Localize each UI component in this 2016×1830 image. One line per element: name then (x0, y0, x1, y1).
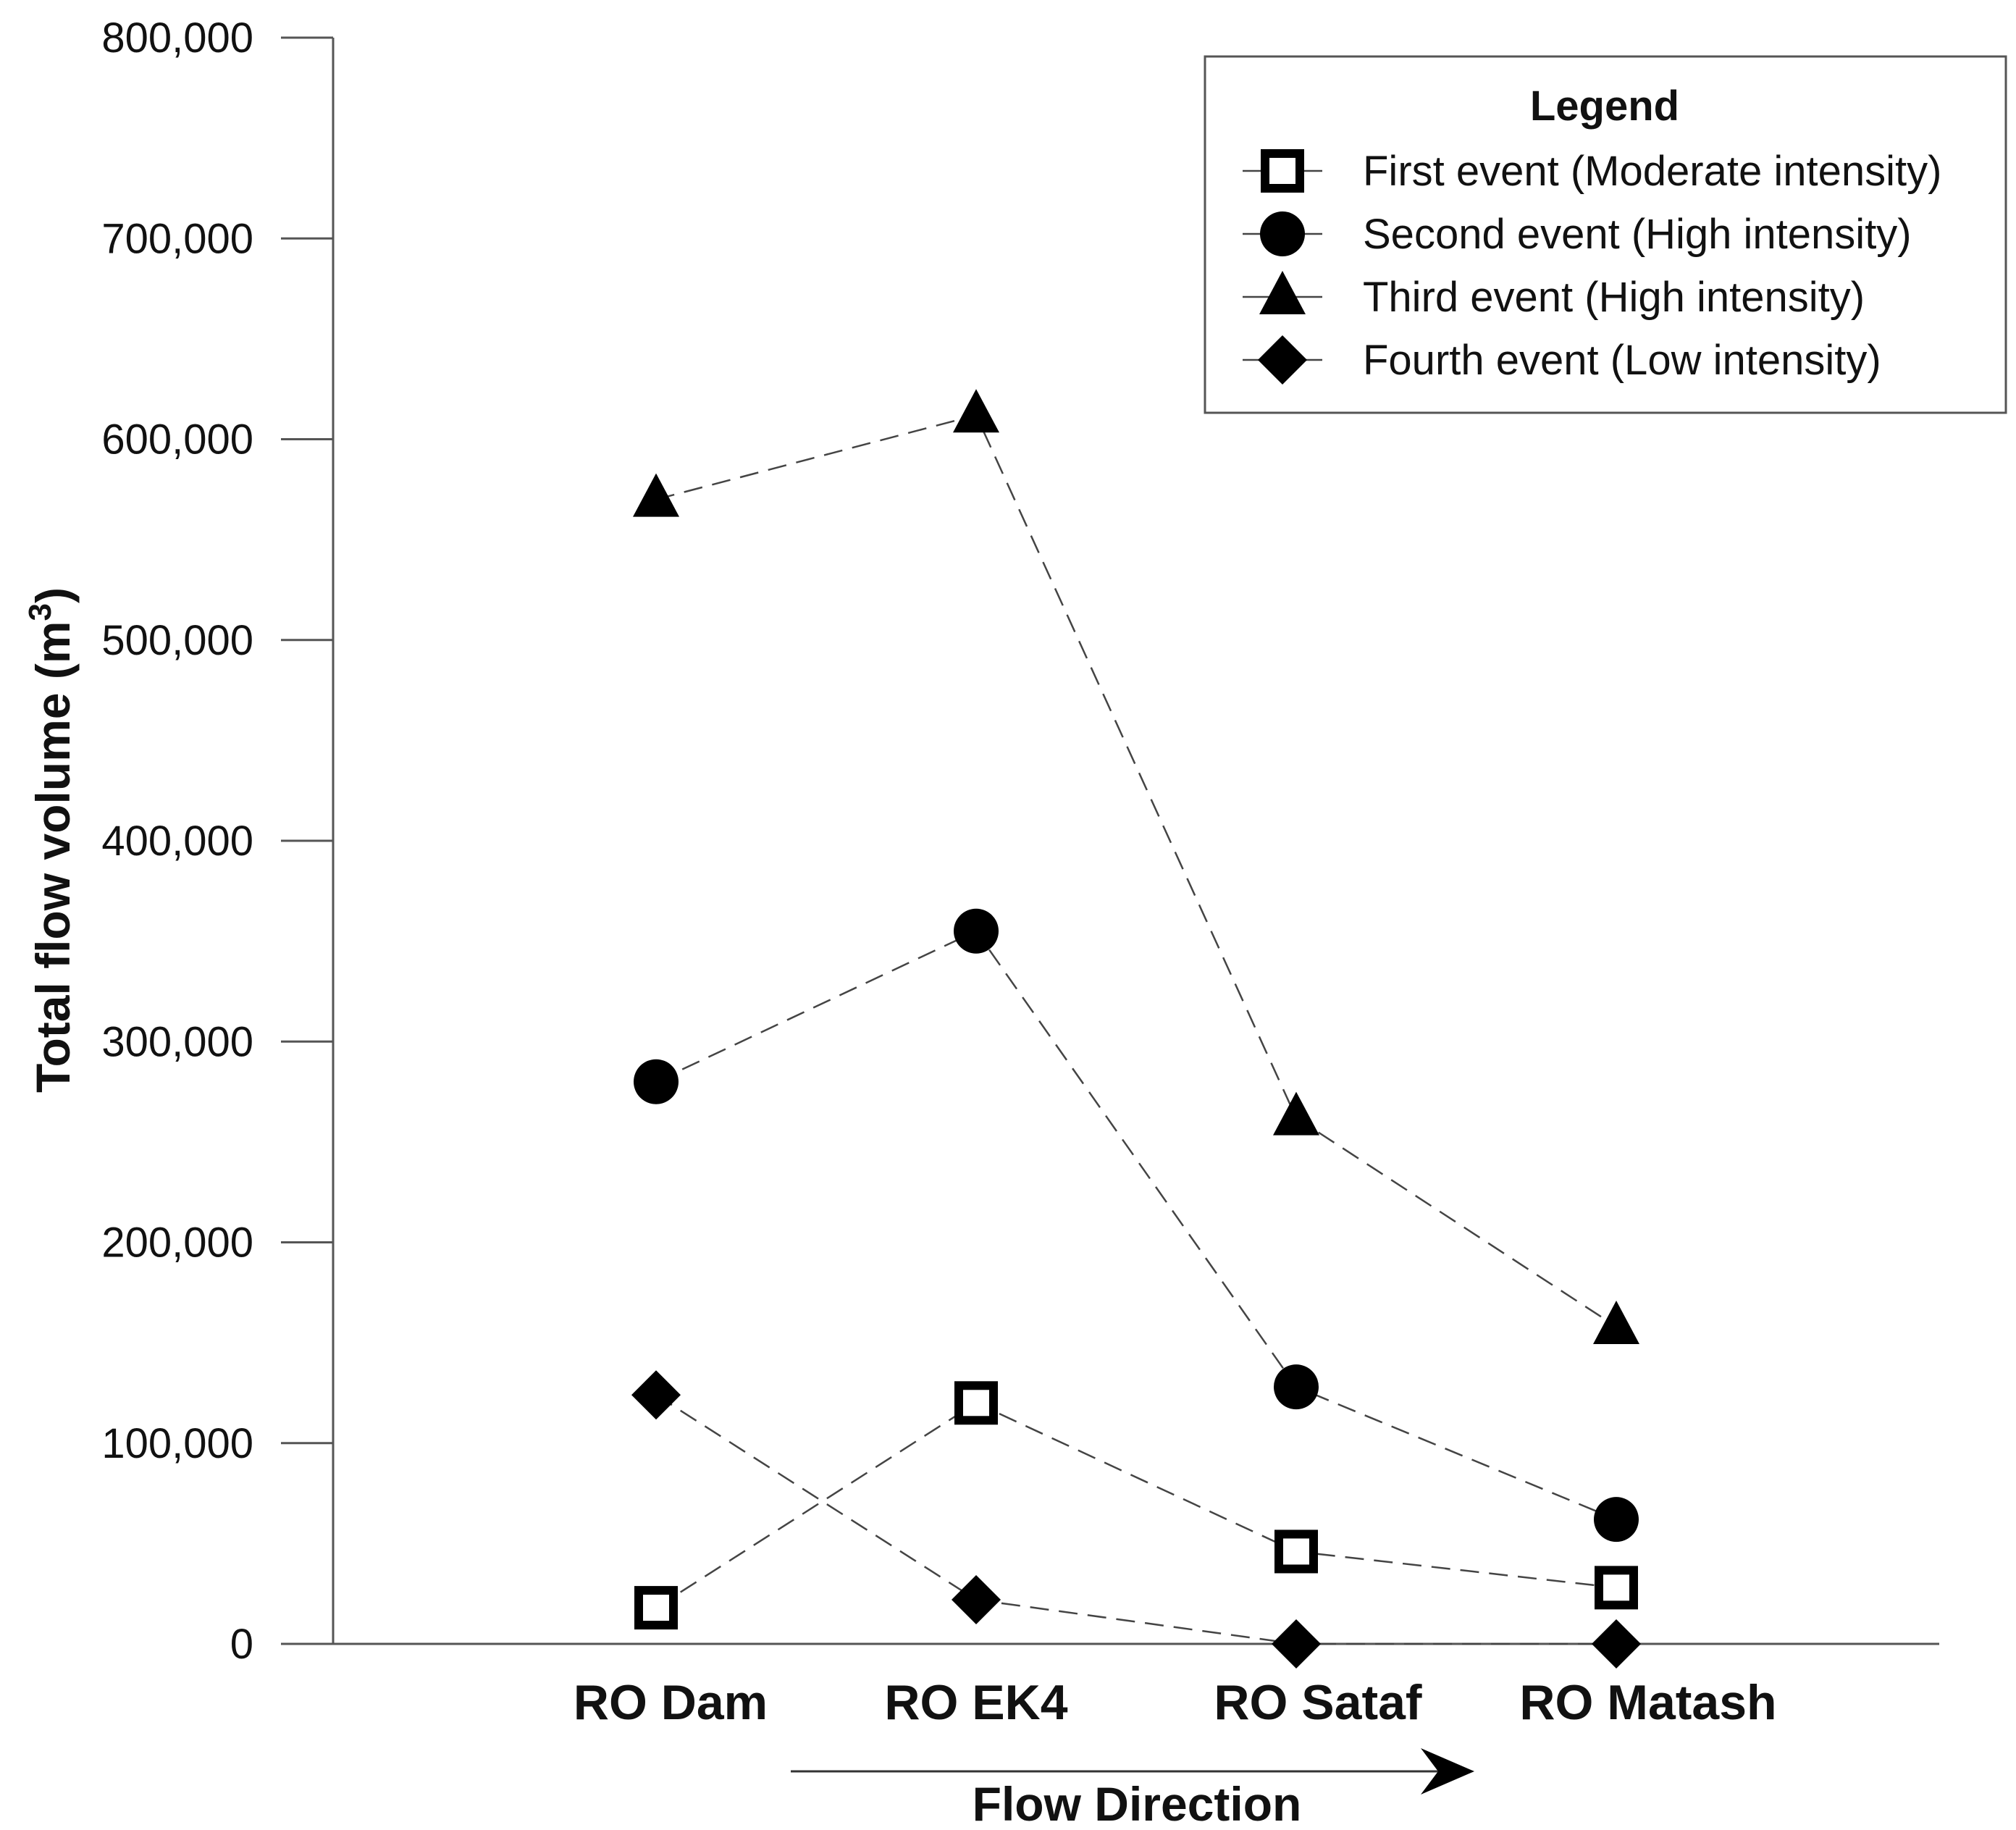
x-tick-label: RO Sataf (1214, 1675, 1422, 1730)
series-line-2 (655, 930, 1617, 1521)
legend-label: First event (Moderate intensity) (1363, 148, 1941, 195)
legend-label: Fourth event (Low intensity) (1363, 337, 1881, 384)
y-axis-label-superscript: 3 (22, 603, 58, 621)
x-tick-label: RO EK4 (884, 1675, 1067, 1730)
data-point-series-1-ro-ek4 (954, 1381, 998, 1425)
x-axis-label: Flow Direction (973, 1777, 1302, 1830)
y-tick-label: 100,000 (101, 1420, 253, 1467)
x-tick-label: RO Matash (1519, 1675, 1776, 1730)
legend: Legend First event (Moderate intensity) S… (1204, 55, 2007, 414)
legend-title: Legend (1530, 83, 1679, 130)
data-point-series-4-ro-dam (631, 1370, 681, 1420)
data-point-series-3-ro-ek4 (953, 389, 999, 433)
data-point-series-4-ro-matash (1592, 1619, 1641, 1669)
flow-arrow-head (1421, 1748, 1474, 1795)
data-point-series-3-ro-matash (1593, 1300, 1639, 1344)
y-ticks: 0 100,000 200,000 300,000 400,000 500,000 600,… (101, 14, 333, 1668)
legend-label: Second event (High intensity) (1363, 211, 1912, 258)
flow-direction-arrow (791, 1748, 1474, 1795)
data-point-series-4-ro-sataf (1272, 1619, 1321, 1669)
legend-box (1204, 55, 2007, 414)
y-tick-label: 500,000 (101, 617, 253, 664)
y-axis-label-close: ) (26, 587, 80, 603)
data-point-series-1-ro-dam (634, 1586, 678, 1630)
data-point-series-1-ro-matash (1595, 1566, 1638, 1610)
y-tick-label: 600,000 (101, 416, 253, 463)
legend-marker-triangle (1259, 271, 1306, 314)
x-ticks: RO Dam RO EK4 RO Sataf RO Matash (574, 1675, 1777, 1730)
y-tick-label: 400,000 (101, 818, 253, 865)
series-line-1 (655, 1401, 1617, 1609)
series-lines (655, 414, 1617, 1645)
y-tick-label: 800,000 (101, 14, 253, 62)
data-point-series-4-ro-ek4 (952, 1575, 1001, 1625)
y-tick-label: 700,000 (101, 215, 253, 262)
data-point-series-2-ro-sataf (1274, 1364, 1319, 1410)
y-axis-label: Total flow volume (m3) (22, 587, 80, 1093)
legend-marker-diamond (1258, 335, 1307, 385)
series-line-3 (655, 414, 1617, 1327)
data-point-series-2-ro-matash (1594, 1497, 1639, 1543)
legend-marker-square-open (1261, 149, 1304, 193)
data-point-series-1-ro-sataf (1274, 1529, 1318, 1574)
data-point-series-3-ro-dam (633, 473, 679, 517)
y-tick-label: 300,000 (101, 1018, 253, 1065)
data-point-series-2-ro-dam (634, 1059, 679, 1104)
legend-marker-circle (1260, 211, 1305, 256)
series-markers (631, 389, 1641, 1669)
series-line-4 (655, 1394, 1616, 1645)
data-point-series-2-ro-ek4 (954, 908, 999, 954)
data-point-series-3-ro-sataf (1273, 1091, 1319, 1136)
y-axis-label-main: Total flow volume (m (26, 621, 80, 1093)
x-tick-label: RO Dam (574, 1675, 768, 1730)
legend-label: Third event (High intensity) (1363, 274, 1865, 321)
y-tick-label: 200,000 (101, 1220, 253, 1267)
y-tick-label: 0 (230, 1621, 253, 1668)
